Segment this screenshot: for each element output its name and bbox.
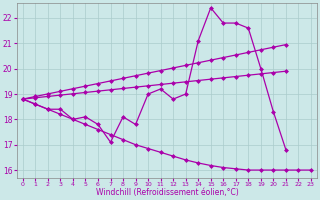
- X-axis label: Windchill (Refroidissement éolien,°C): Windchill (Refroidissement éolien,°C): [96, 188, 238, 197]
